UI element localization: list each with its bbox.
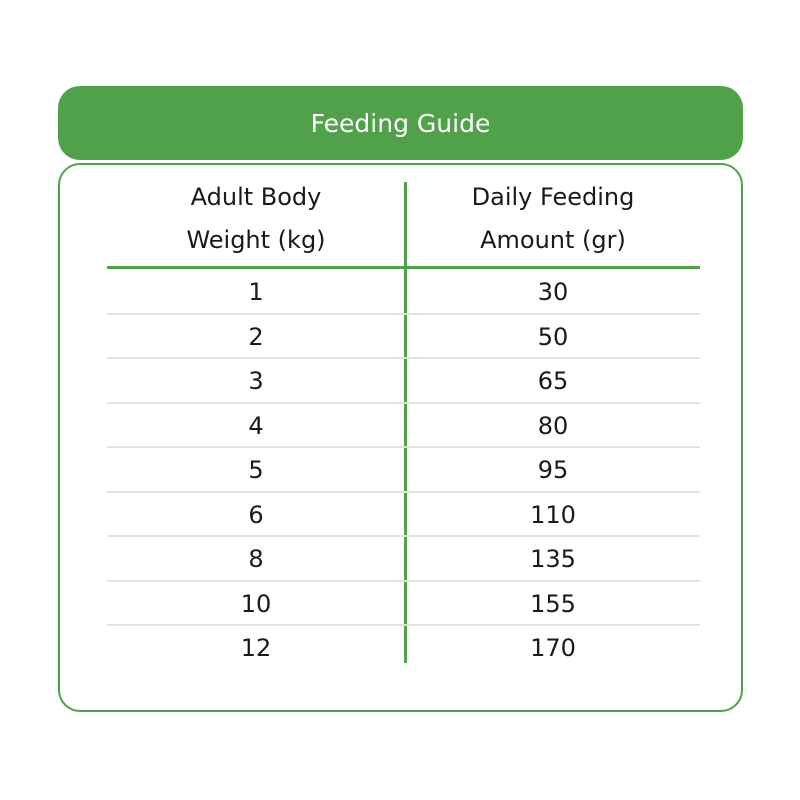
table-row: 4 80	[107, 404, 700, 448]
column-divider	[404, 182, 407, 663]
column-header-amount-line1: Daily Feeding	[471, 183, 635, 211]
table-row: 2 50	[107, 315, 700, 359]
cell-weight: 8	[248, 545, 264, 573]
cell-amount: 110	[530, 500, 576, 529]
table-row: 3 65	[107, 359, 700, 404]
table-row: 8 135	[107, 537, 700, 582]
cell-amount: 65	[537, 367, 569, 395]
column-header-amount: Daily Feeding Amount (gr)	[403, 176, 703, 262]
row-divider	[107, 579, 700, 582]
cell-weight: 5	[248, 456, 264, 484]
feeding-guide-title: Feeding Guide	[58, 86, 743, 160]
table-row: 5 95	[107, 448, 700, 493]
row-divider	[107, 490, 700, 493]
column-header-weight: Adult Body Weight (kg)	[106, 176, 406, 262]
cell-weight: 10	[240, 589, 272, 618]
cell-amount: 50	[537, 322, 569, 351]
table-row: 1 30	[107, 270, 700, 315]
cell-weight: 4	[248, 411, 264, 440]
cell-weight: 3	[248, 367, 264, 395]
cell-amount: 30	[537, 278, 569, 306]
column-header-weight-line1: Adult Body	[190, 183, 322, 211]
header-divider	[107, 266, 700, 269]
row-divider	[107, 446, 700, 448]
row-divider	[107, 357, 700, 359]
column-header-weight-line2: Weight (kg)	[186, 226, 326, 254]
table-row: 12 170	[107, 626, 700, 671]
cell-amount: 155	[530, 589, 576, 618]
column-header-amount-line2: Amount (gr)	[480, 226, 626, 254]
table-row: 6 110	[107, 493, 700, 537]
row-divider	[107, 401, 700, 404]
cell-amount: 80	[537, 411, 569, 440]
cell-weight: 12	[240, 634, 272, 662]
cell-amount: 95	[537, 456, 569, 484]
cell-weight: 2	[248, 322, 264, 351]
feeding-table	[58, 163, 743, 712]
cell-amount: 170	[530, 634, 576, 662]
row-divider	[107, 624, 700, 626]
cell-weight: 6	[248, 500, 264, 529]
table-row: 10 155	[107, 582, 700, 626]
cell-weight: 1	[248, 278, 264, 306]
cell-amount: 135	[530, 545, 576, 573]
row-divider	[107, 312, 700, 315]
row-divider	[107, 535, 700, 537]
